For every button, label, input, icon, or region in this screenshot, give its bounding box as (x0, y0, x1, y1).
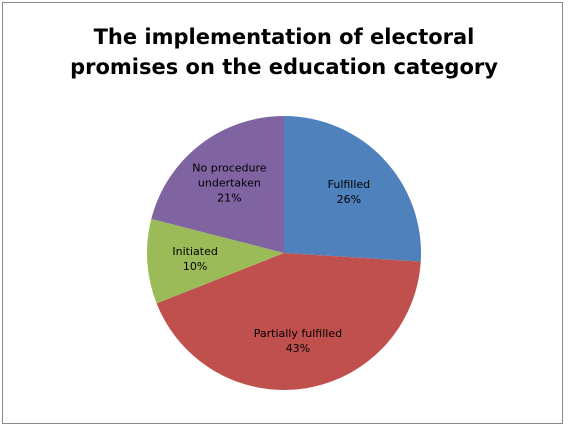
chart-frame (2, 2, 563, 424)
slice-label: Partially fulfilled 43% (245, 326, 350, 356)
slice-value-label: 10% (182, 259, 208, 273)
pie-slice (151, 116, 284, 253)
pie-slice (147, 218, 284, 304)
chart-title: The implementation of electoral promises… (70, 25, 498, 79)
slice-category-label: Fulfilled (327, 178, 371, 192)
slice-category-label: Initiated (172, 244, 218, 258)
pie-slice (156, 253, 421, 390)
slice-value-label: 26% (336, 193, 362, 207)
slice-label: Fulfilled 26% (296, 177, 401, 207)
slice-category-label: No procedure undertaken (192, 161, 267, 190)
slice-value-label: 43% (285, 341, 311, 355)
slice-label: Initiated 10% (143, 244, 248, 274)
slice-category-label: Partially fulfilled (253, 326, 343, 340)
slice-value-label: 21% (217, 191, 242, 205)
slice-label: No procedure undertaken 21% (177, 160, 282, 205)
pie-slice (284, 116, 421, 262)
